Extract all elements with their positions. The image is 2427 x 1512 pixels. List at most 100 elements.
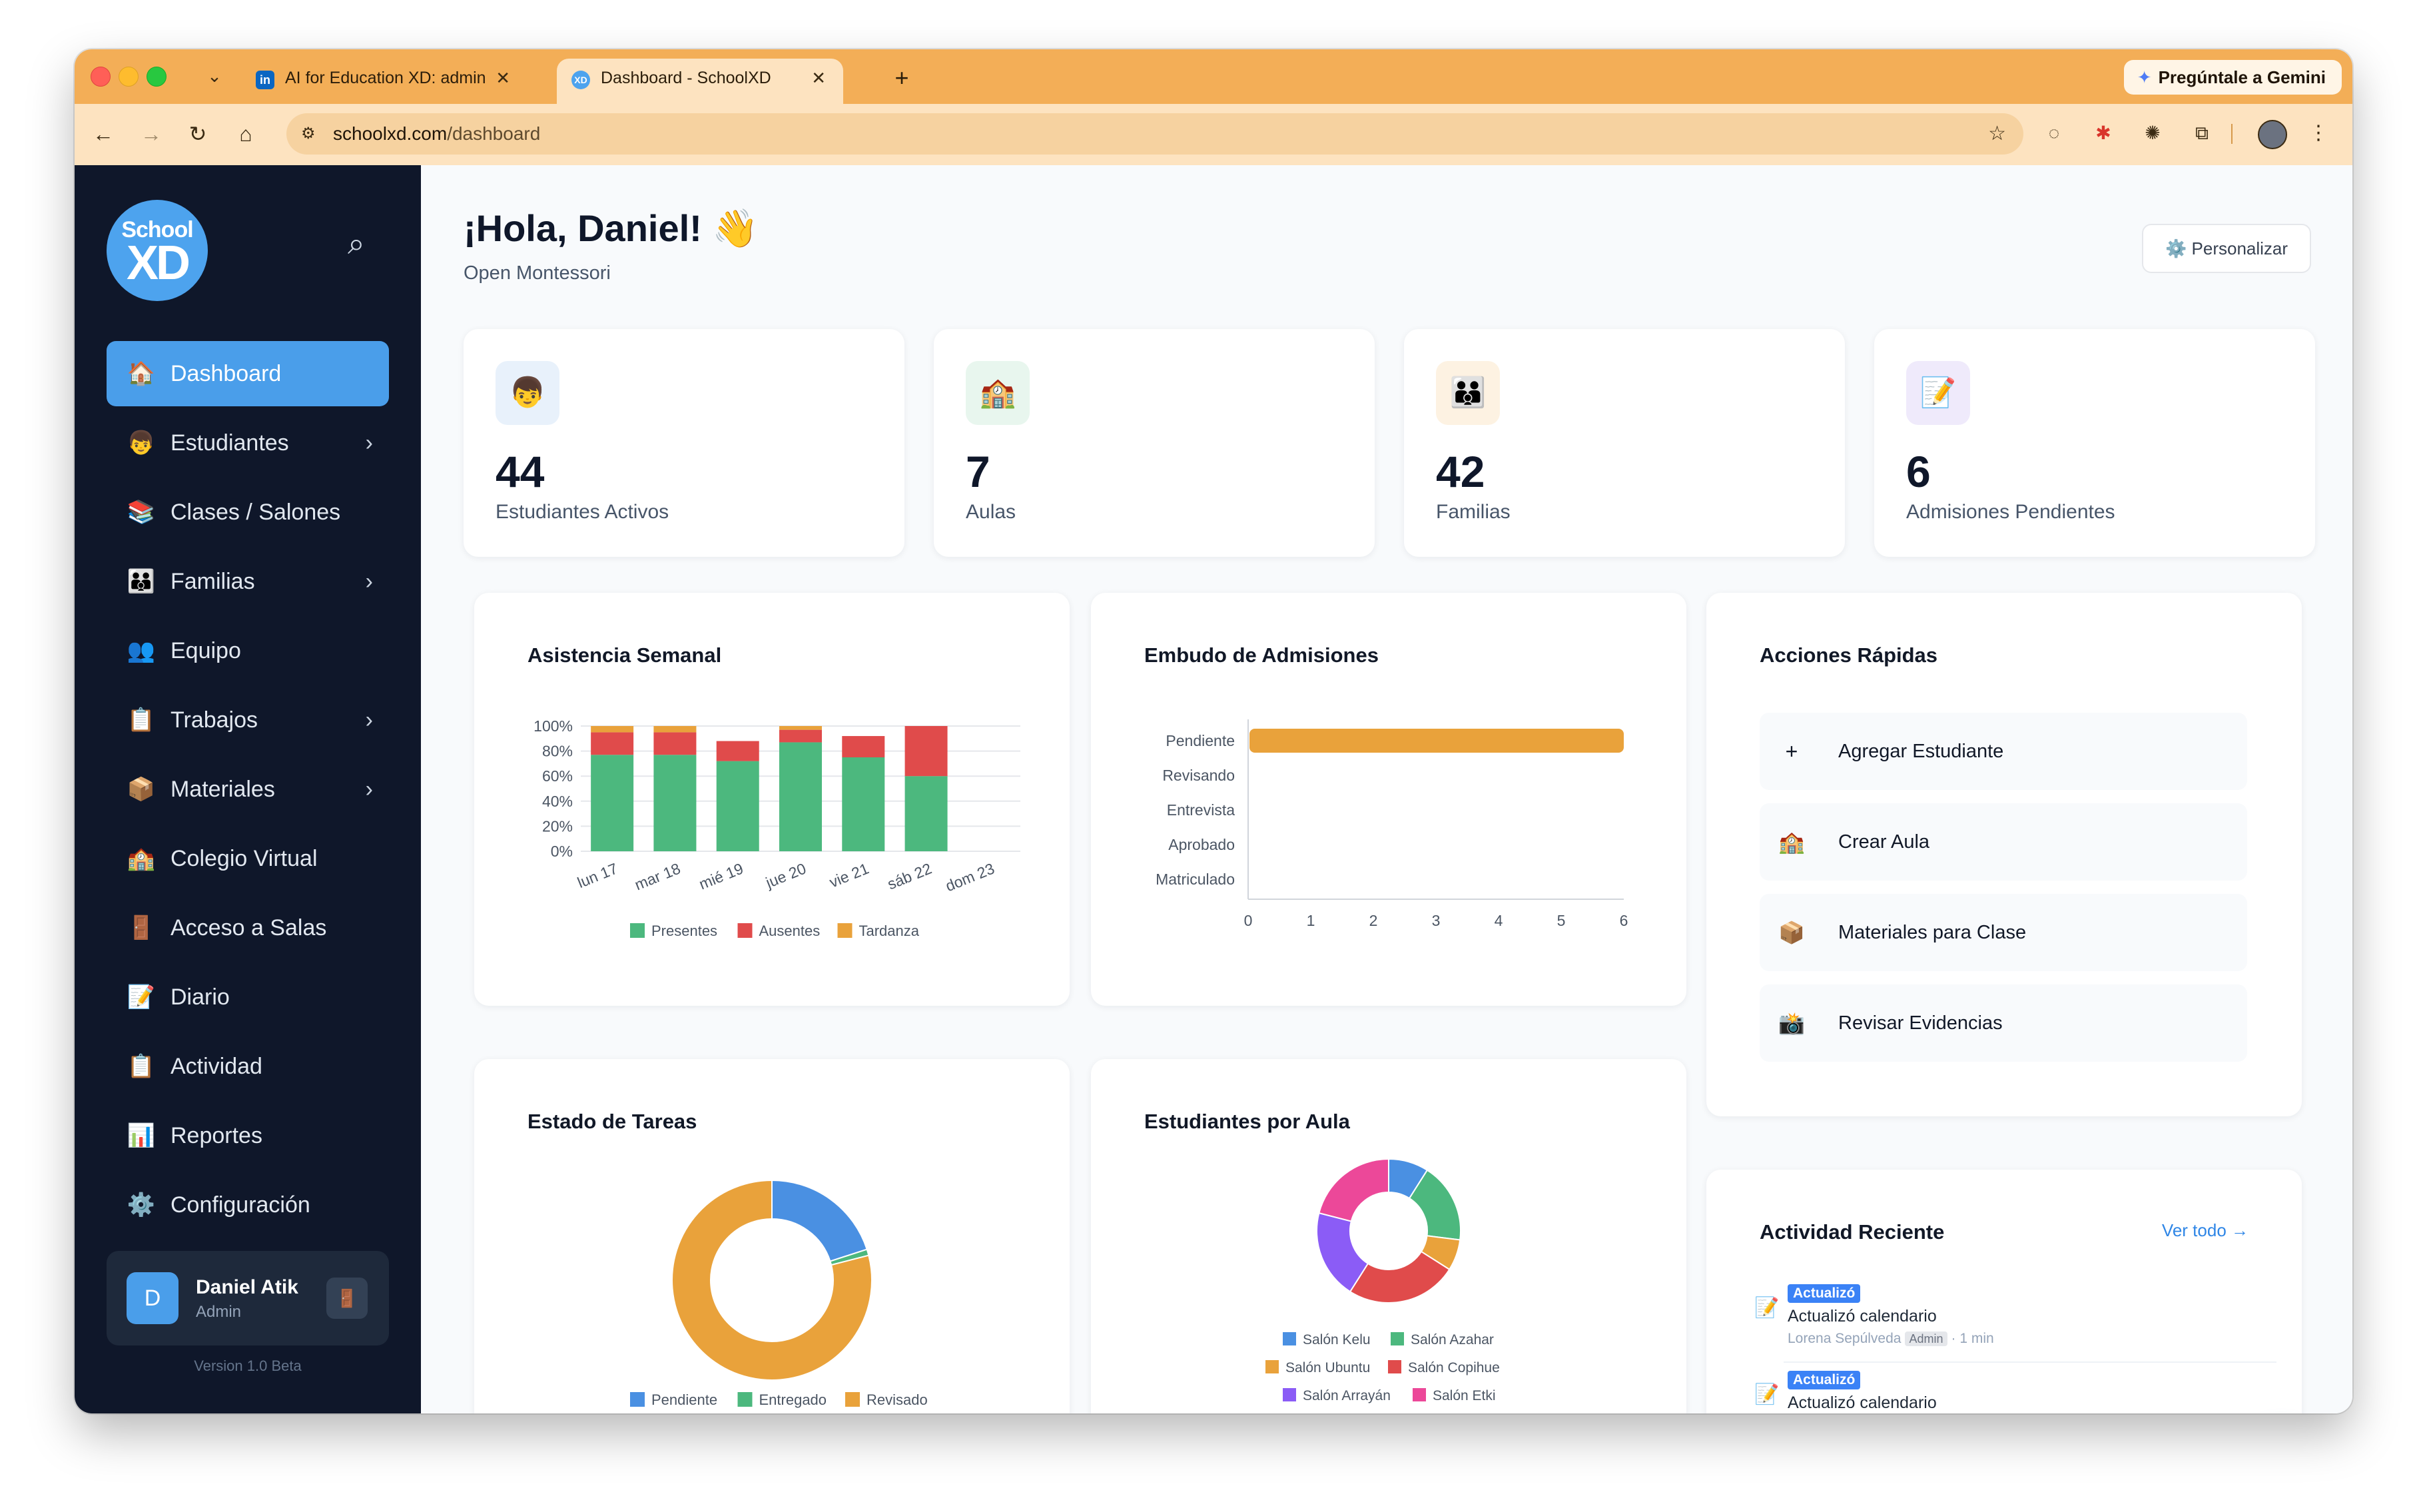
profile-avatar[interactable] — [2258, 120, 2287, 149]
browser-tab-active[interactable]: XD Dashboard - SchoolXD ✕ — [557, 59, 843, 104]
y-tick-label: 0% — [551, 843, 573, 860]
memo-icon: 📝 — [1754, 1383, 1780, 1405]
extension-openai-icon[interactable]: ✺ — [2145, 123, 2161, 143]
bar-ausentes[interactable] — [842, 736, 885, 757]
chevron-right-icon[interactable]: › — [365, 707, 373, 733]
bar-presentes[interactable] — [653, 755, 697, 851]
bar-ausentes[interactable] — [591, 732, 634, 755]
quick-action-button[interactable]: 📸 Revisar Evidencias — [1760, 984, 2247, 1062]
sidebar-item-materiales[interactable]: 📦 Materiales › — [107, 757, 389, 822]
sidebar-item-label: Acceso a Salas — [171, 915, 327, 941]
bar-tardanza[interactable] — [591, 726, 634, 733]
team-icon: 👥 — [127, 638, 156, 663]
schoolxd-logo[interactable]: School XD — [107, 200, 208, 301]
bar-presentes[interactable] — [842, 757, 885, 851]
quick-action-button[interactable]: 🏫 Crear Aula — [1760, 803, 2247, 881]
bookmark-star-icon[interactable]: ☆ — [1988, 123, 2006, 145]
version-label: Version 1.0 Beta — [194, 1357, 302, 1374]
sidebar-item-actividad[interactable]: 📋 Actividad — [107, 1034, 389, 1099]
activity-item[interactable]: 📝 Actualizó Actualizó calendario Lorena Sep… — [1754, 1284, 2276, 1364]
legend-label: Entregado — [759, 1391, 827, 1408]
toolbar-divider — [2231, 124, 2233, 144]
logout-door-icon[interactable]: 🚪 — [326, 1278, 368, 1319]
extension-circle-icon[interactable]: ◌ — [2048, 123, 2060, 143]
maximize-window-button[interactable] — [147, 67, 167, 87]
legend-swatch — [1283, 1332, 1296, 1345]
extensions-puzzle-icon[interactable]: ⧉ — [2195, 123, 2209, 143]
browser-tab[interactable]: in AI for Education XD: administ ✕ — [241, 59, 527, 104]
stat-card[interactable]: 👪 42 Familias — [1404, 329, 1845, 557]
back-arrow-icon[interactable]: ← — [93, 122, 114, 146]
legend-label: Salón Azahar — [1411, 1332, 1494, 1347]
see-all-link[interactable]: Ver todo → — [2161, 1220, 2249, 1240]
sidebar-item-estudiantes[interactable]: 👦 Estudiantes › — [107, 410, 389, 476]
memo-icon: 📝 — [1906, 361, 1970, 425]
sidebar-item-diario[interactable]: 📝 Diario — [107, 964, 389, 1030]
bar-presentes[interactable] — [591, 755, 634, 851]
chevron-right-icon[interactable]: › — [365, 430, 373, 456]
bar-tardanza[interactable] — [653, 726, 697, 733]
bar-ausentes[interactable] — [904, 726, 948, 777]
books-icon: 📚 — [127, 500, 156, 525]
sidebar-item-dashboard[interactable]: 🏠 Dashboard — [107, 341, 389, 406]
chevron-right-icon[interactable]: › — [365, 569, 373, 594]
search-icon[interactable]: ⌕ — [348, 226, 365, 260]
bar-presentes[interactable] — [779, 742, 822, 851]
legend-label: Salón Copihue — [1408, 1360, 1500, 1375]
stat-card[interactable]: 📝 6 Admisiones Pendientes — [1874, 329, 2315, 557]
bar-ausentes[interactable] — [653, 732, 697, 755]
donut-slice[interactable] — [1349, 1250, 1451, 1304]
bar-ausentes[interactable] — [779, 729, 822, 743]
address-bar[interactable]: ⚙ schoolxd.com/dashboard ☆ — [286, 113, 2023, 155]
quick-action-button[interactable]: 📦 Materiales para Clase — [1760, 894, 2247, 971]
donut-slice[interactable] — [671, 1179, 872, 1381]
bar-presentes[interactable] — [716, 761, 759, 851]
donut-slice[interactable] — [1318, 1158, 1389, 1222]
user-role: Admin — [196, 1303, 242, 1321]
forward-arrow-icon[interactable]: → — [141, 122, 162, 146]
sidebar-item-trabajos[interactable]: 📋 Trabajos › — [107, 687, 389, 753]
user-card[interactable]: D Daniel Atik Admin 🚪 — [107, 1251, 389, 1345]
sidebar-item-equipo[interactable]: 👥 Equipo — [107, 618, 389, 683]
legend-label: Ausentes — [759, 923, 821, 939]
tasks-panel: Estado de Tareas Pendiente Entregado Revis… — [474, 1059, 1070, 1413]
activity-text: Actualizó calendario — [1788, 1393, 1937, 1412]
reload-icon[interactable]: ↻ — [188, 122, 207, 146]
tab-close-icon[interactable]: ✕ — [811, 68, 826, 88]
sidebar-item-configuración[interactable]: ⚙️ Configuración — [107, 1172, 389, 1238]
quick-action-button[interactable]: + Agregar Estudiante — [1760, 713, 2247, 790]
new-tab-plus-icon[interactable]: + — [894, 64, 909, 91]
donut-slice[interactable] — [771, 1179, 868, 1262]
site-settings-icon[interactable]: ⚙ — [301, 125, 316, 143]
camera-icon: 📸 — [1778, 1011, 1805, 1035]
box-icon: 📦 — [127, 777, 156, 802]
gemini-button[interactable]: ✦ Pregúntale a Gemini — [2123, 60, 2342, 95]
funnel-bar[interactable] — [1249, 729, 1624, 753]
tab-close-icon[interactable]: ✕ — [496, 68, 510, 88]
legend-swatch — [1283, 1388, 1296, 1401]
app: School XD ⌕ 🏠 Dashboard 👦 Estudiantes › 📚 Clas… — [75, 165, 2352, 1413]
minimize-window-button[interactable] — [119, 67, 139, 87]
bar-tardanza[interactable] — [779, 726, 822, 730]
sidebar-item-clases-salones[interactable]: 📚 Clases / Salones — [107, 480, 389, 545]
stat-card[interactable]: 🏫 7 Aulas — [934, 329, 1375, 557]
bar-ausentes[interactable] — [716, 741, 759, 761]
panel-title: Acciones Rápidas — [1760, 643, 1938, 667]
activity-item[interactable]: 📝 Actualizó Actualizó calendario — [1754, 1371, 2254, 1413]
sidebar-item-reportes[interactable]: 📊 Reportes — [107, 1103, 389, 1168]
sidebar-item-familias[interactable]: 👪 Familias › — [107, 549, 389, 614]
extension-pin-icon[interactable]: ✱ — [2095, 123, 2111, 143]
sidebar-item-colegio-virtual[interactable]: 🏫 Colegio Virtual — [107, 826, 389, 891]
stat-label: Admisiones Pendientes — [1906, 501, 2115, 523]
sidebar-item-acceso-a-salas[interactable]: 🚪 Acceso a Salas — [107, 895, 389, 960]
student-icon: 👦 — [127, 430, 156, 456]
chevron-right-icon[interactable]: › — [365, 777, 373, 802]
tab-list-chevron-icon[interactable]: ⌄ — [207, 66, 222, 86]
stat-card[interactable]: 👦 44 Estudiantes Activos — [464, 329, 904, 557]
y-category-label: Revisando — [1162, 767, 1235, 784]
home-icon[interactable]: ⌂ — [239, 122, 252, 146]
close-window-button[interactable] — [91, 67, 111, 87]
customize-button[interactable]: ⚙️ Personalizar — [2142, 224, 2311, 273]
more-menu-icon[interactable]: ⋮ — [2308, 122, 2328, 144]
bar-presentes[interactable] — [904, 776, 948, 851]
